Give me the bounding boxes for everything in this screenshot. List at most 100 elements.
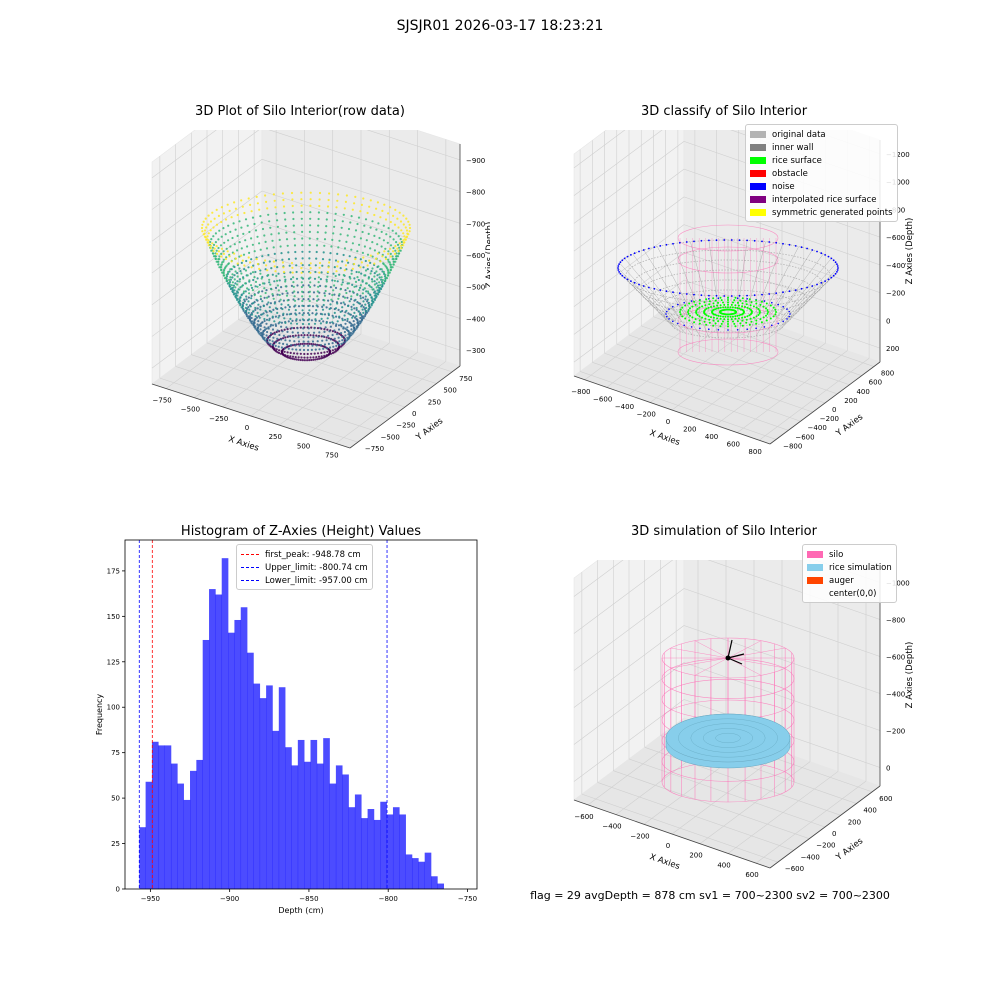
raw-point [362,306,365,309]
raw-point [321,258,325,261]
raw-point [307,336,310,339]
raw-point [385,265,388,268]
raw-point [309,211,312,214]
noise-point [708,298,710,300]
raw-point [273,252,276,255]
raw-point [265,296,269,299]
rice-surface-point [684,304,687,307]
raw-point [397,250,400,253]
raw-point [331,333,334,337]
raw-point [272,246,275,249]
rice-surface-point [704,304,707,307]
raw-point [226,250,229,253]
raw-point [307,340,310,343]
raw-point [242,290,246,293]
raw-point [238,241,241,244]
raw-point [323,244,326,247]
raw-point [271,293,274,296]
raw-point [369,272,372,275]
rice-surface-point [749,317,752,320]
raw-point [220,263,223,266]
raw-point [357,323,360,326]
rice-surface-point [750,309,753,312]
raw-point [269,342,272,345]
raw-point [378,276,381,279]
rice-surface-point [729,306,732,309]
raw-point [247,311,250,314]
raw-point [282,270,286,274]
raw-point [346,317,349,321]
raw-point [275,212,278,215]
raw-point [281,292,284,295]
y-tick-label: 200 [844,397,857,405]
legend-item: center(0,0) [807,587,892,600]
histogram-bar [240,607,248,889]
raw-point [217,246,220,250]
raw-point [340,332,343,335]
raw-point [229,230,232,233]
raw-point [220,206,223,209]
raw-point [254,315,257,318]
raw-point [308,290,311,293]
rice-surface-point [724,306,727,309]
inner-wall-wire [763,246,799,314]
raw-point [285,238,289,241]
raw-point [268,260,271,263]
raw-point [313,284,316,287]
grid-line [573,141,685,224]
raw-point [236,291,239,294]
raw-point [234,286,237,289]
x-tick-label: −600 [593,395,612,403]
raw-point [282,334,285,337]
raw-point [247,306,250,309]
raw-point [222,260,225,263]
rice-surface-point [759,303,762,306]
histogram-bar [164,745,172,889]
rice-surface-point [716,317,719,320]
raw-point [353,329,357,332]
noise-point [619,261,622,264]
raw-point [247,266,250,269]
raw-point [253,293,256,297]
raw-point [326,275,329,278]
rice-surface-point [719,317,722,320]
rice-surface-point [745,318,748,321]
raw-point [233,274,236,277]
raw-point [223,241,226,244]
raw-point [399,249,402,252]
rice-surface-point [712,324,715,327]
x-tick-label: 500 [297,442,310,450]
y-tick-label: −400 [808,424,827,432]
inner-wall-wire [783,267,839,325]
grid-line [641,325,838,395]
raw-point [402,241,405,244]
raw-point [367,232,370,235]
noise-point [771,324,773,327]
y-tick-label: 75 [111,749,120,757]
rice-surface-point [757,314,760,316]
raw-point [308,230,311,233]
rice-surface-point [708,303,711,306]
raw-point [280,350,283,353]
rice-surface-point [722,301,724,304]
raw-point [300,276,303,279]
simulation-model [661,637,795,803]
raw-point [355,306,358,310]
raw-point [280,303,283,306]
raw-point [259,298,262,301]
grid-line [261,254,461,319]
raw-point [381,209,384,212]
raw-point [376,278,379,281]
center-axis-line [727,653,745,659]
noise-point [786,308,788,310]
noise-point [738,239,741,242]
raw-point [211,211,214,214]
simulation-legend: silo rice simulation auger center(0,0) [802,544,897,603]
rice-surface-point [748,314,751,317]
raw-point [316,327,320,330]
raw-point [377,284,380,287]
histogram-bar [373,819,381,889]
raw-point [341,339,344,342]
raw-point [398,242,401,245]
raw-point [340,342,343,345]
